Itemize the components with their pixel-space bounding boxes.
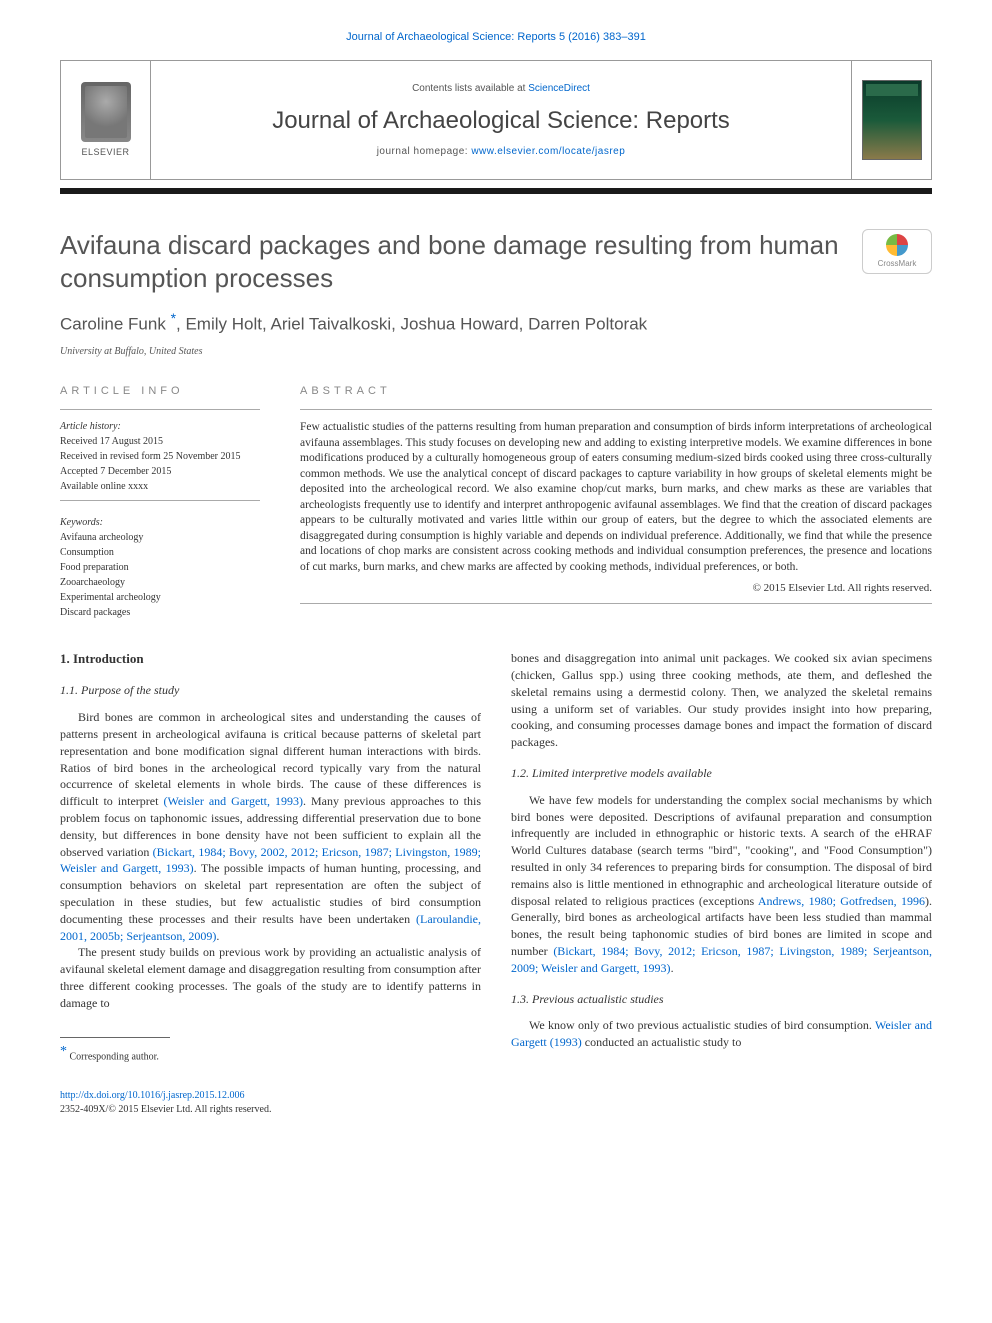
author-first: Caroline Funk — [60, 315, 171, 334]
keyword: Avifauna archeology — [60, 530, 260, 545]
author-list: Caroline Funk *, Emily Holt, Ariel Taiva… — [60, 309, 932, 336]
history-item: Accepted 7 December 2015 — [60, 464, 260, 479]
citation-link[interactable]: Andrews, 1980; Gotfredsen, 1996 — [758, 894, 925, 908]
paragraph: bones and disaggregation into animal uni… — [511, 650, 932, 751]
text-run: We know only of two previous actualistic… — [529, 1018, 875, 1032]
journal-title: Journal of Archaeological Science: Repor… — [161, 104, 841, 138]
text-run: conducted an actualistic study to — [582, 1035, 742, 1049]
text-run: . — [671, 961, 674, 975]
homepage-prefix: journal homepage: — [377, 146, 472, 157]
paragraph: The present study builds on previous wor… — [60, 944, 481, 1011]
abstract-copyright: © 2015 Elsevier Ltd. All rights reserved… — [300, 581, 932, 596]
abstract-label: abstract — [300, 384, 932, 399]
issn-copyright: 2352-409X/© 2015 Elsevier Ltd. All right… — [60, 1104, 271, 1115]
text-run: . — [216, 929, 219, 943]
history-item: Received 17 August 2015 — [60, 434, 260, 449]
elsevier-tree-icon — [81, 82, 131, 142]
article-info-block: article info Article history: Received 1… — [60, 384, 260, 620]
paragraph: We know only of two previous actualistic… — [511, 1017, 932, 1051]
info-rule — [60, 409, 260, 410]
contents-prefix: Contents lists available at — [412, 83, 528, 94]
left-column: 1. Introduction 1.1. Purpose of the stud… — [60, 650, 481, 1064]
history-item: Available online xxxx — [60, 479, 260, 494]
info-rule — [60, 500, 260, 501]
section-1-2-heading: 1.2. Limited interpretive models availab… — [511, 765, 932, 782]
paragraph: We have few models for understanding the… — [511, 792, 932, 977]
body-columns: 1. Introduction 1.1. Purpose of the stud… — [60, 650, 932, 1064]
crossmark-icon — [886, 234, 908, 256]
history-label: Article history: — [60, 420, 260, 434]
journal-cover-thumb — [851, 61, 931, 179]
banner-center: Contents lists available at ScienceDirec… — [151, 61, 851, 179]
journal-homepage: journal homepage: www.elsevier.com/locat… — [161, 145, 841, 159]
crossmark-badge[interactable]: CrossMark — [862, 229, 932, 274]
section-1-1-heading: 1.1. Purpose of the study — [60, 682, 481, 699]
header-divider — [60, 188, 932, 194]
abstract-text: Few actualistic studies of the patterns … — [300, 420, 932, 575]
section-1-heading: 1. Introduction — [60, 650, 481, 668]
citation-link[interactable]: (Bickart, 1984; Bovy, 2012; Ericson, 198… — [511, 944, 932, 975]
footnote-rule — [60, 1037, 170, 1038]
keyword: Consumption — [60, 545, 260, 560]
doi-link[interactable]: http://dx.doi.org/10.1016/j.jasrep.2015.… — [60, 1090, 245, 1101]
keywords-label: Keywords: — [60, 516, 260, 530]
journal-banner: ELSEVIER Contents lists available at Sci… — [60, 60, 932, 180]
running-head: Journal of Archaeological Science: Repor… — [60, 30, 932, 45]
text-run: We have few models for understanding the… — [511, 793, 932, 908]
keyword: Zooarchaeology — [60, 575, 260, 590]
section-1-3-heading: 1.3. Previous actualistic studies — [511, 991, 932, 1008]
abstract-bottom-rule — [300, 603, 932, 604]
cover-image — [862, 80, 922, 160]
article-info-label: article info — [60, 384, 260, 399]
affiliation: University at Buffalo, United States — [60, 345, 932, 359]
contents-available: Contents lists available at ScienceDirec… — [161, 82, 841, 96]
footnote-marker: * — [60, 1044, 67, 1059]
article-title: Avifauna discard packages and bone damag… — [60, 229, 847, 294]
authors-rest: , Emily Holt, Ariel Taivalkoski, Joshua … — [176, 315, 647, 334]
paragraph: Bird bones are common in archeological s… — [60, 709, 481, 944]
history-item: Received in revised form 25 November 201… — [60, 449, 260, 464]
keyword: Experimental archeology — [60, 590, 260, 605]
right-column: bones and disaggregation into animal uni… — [511, 650, 932, 1064]
sciencedirect-link[interactable]: ScienceDirect — [528, 83, 590, 94]
corresponding-footnote: * Corresponding author. — [60, 1042, 481, 1064]
keyword: Discard packages — [60, 605, 260, 620]
homepage-link[interactable]: www.elsevier.com/locate/jasrep — [471, 146, 625, 157]
citation-link[interactable]: (Weisler and Gargett, 1993) — [163, 794, 302, 808]
crossmark-label: CrossMark — [878, 258, 917, 269]
page-footer: http://dx.doi.org/10.1016/j.jasrep.2015.… — [60, 1089, 932, 1117]
elsevier-logo: ELSEVIER — [61, 61, 151, 179]
footnote-text: Corresponding author. — [67, 1051, 159, 1062]
keyword: Food preparation — [60, 560, 260, 575]
abstract-rule — [300, 409, 932, 410]
abstract-block: abstract Few actualistic studies of the … — [300, 384, 932, 620]
elsevier-wordmark: ELSEVIER — [81, 146, 129, 159]
